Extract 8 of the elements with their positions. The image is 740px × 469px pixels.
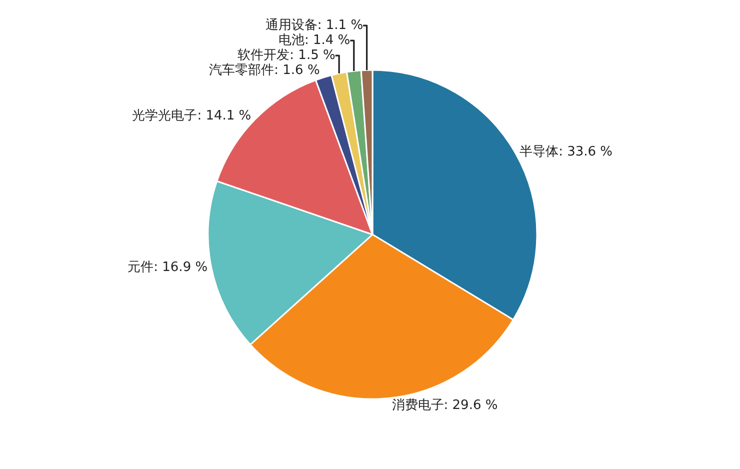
slice-label: 消费电子: 29.6 % xyxy=(392,398,498,414)
slice-label: 元件: 16.9 % xyxy=(128,260,208,276)
slice-label: 电池: 1.4 % xyxy=(278,33,350,48)
slice-label: 汽车零部件: 1.6 % xyxy=(209,63,320,78)
slice-label: 软件开发: 1.5 % xyxy=(238,48,336,64)
slice-label: 通用设备: 1.1 % xyxy=(265,18,364,34)
slice-label: 半导体: 33.6 % xyxy=(520,144,613,160)
slice-label: 光学光电子: 14.1 % xyxy=(132,108,252,124)
